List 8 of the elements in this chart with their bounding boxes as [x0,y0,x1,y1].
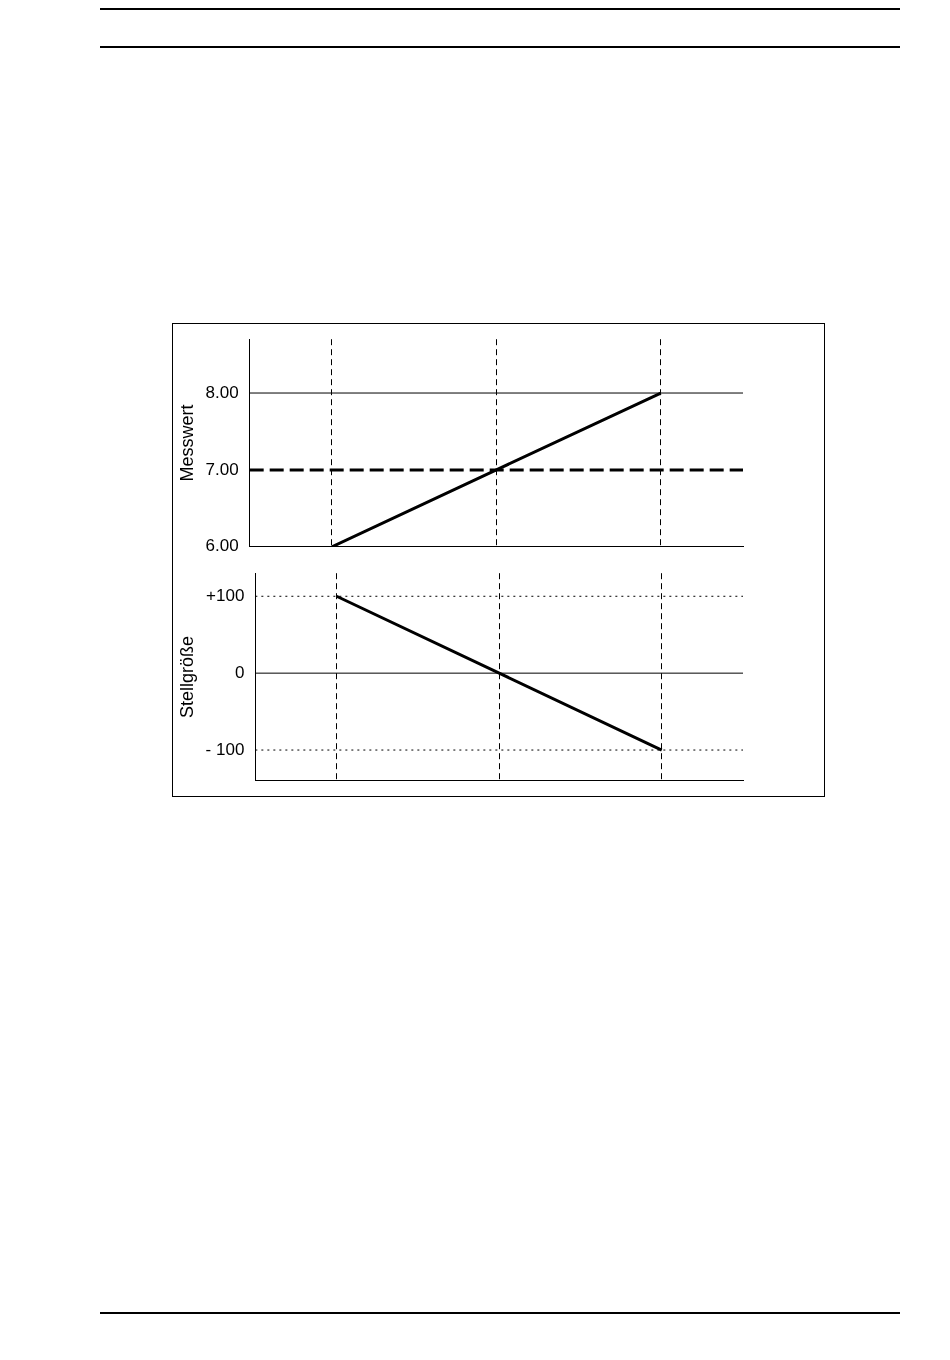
y-tick-label: - 100 [205,739,245,759]
y-tick-label: 0 [234,662,245,682]
y-axis-title: Messwert [176,404,197,482]
y-axis-title: Stellgröße [176,635,197,719]
y-tick-label: 8.00 [205,382,239,402]
y-tick-label: +100 [206,585,245,605]
y-tick-label: 6.00 [205,536,239,556]
y-tick-label: 7.00 [205,459,239,479]
